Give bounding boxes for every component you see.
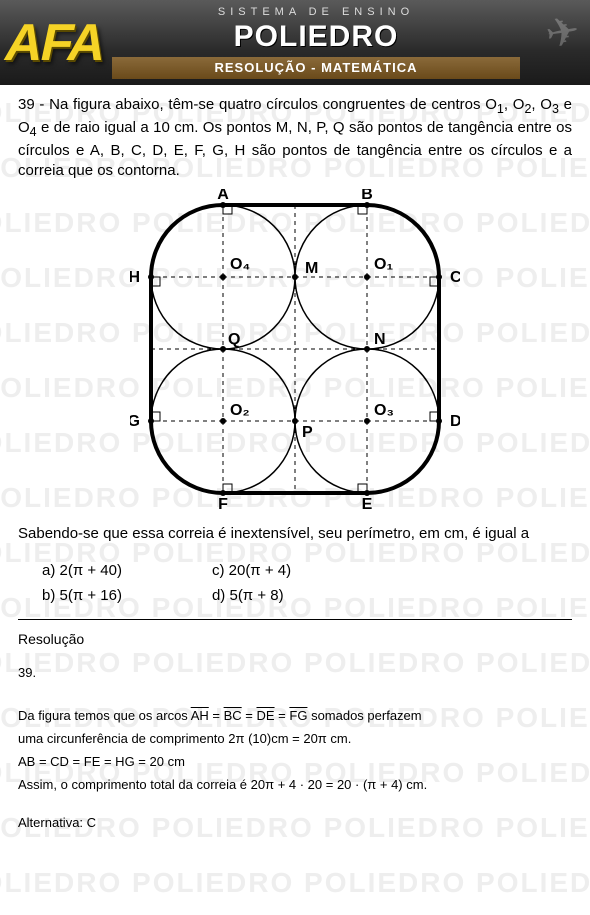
separator: [18, 619, 572, 620]
label-D: D: [450, 413, 460, 430]
resolution-title: Resolução: [18, 630, 572, 649]
label-C: C: [450, 269, 460, 286]
label-Q: Q: [228, 331, 240, 348]
label-N: N: [374, 331, 386, 348]
alt-a: a) 2(π + 40): [42, 558, 122, 584]
label-E: E: [362, 496, 373, 509]
label-P: P: [302, 424, 313, 441]
label-F: F: [218, 496, 228, 509]
content: 39 - Na figura abaixo, têm-se quatro cír…: [0, 85, 590, 834]
header-brand: POLIEDRO: [112, 19, 520, 55]
resolution-line3: AB = CD = FE = HG = 20 cm: [18, 752, 572, 773]
resolution-line1: Da figura temos que os arcos AH = BC = D…: [18, 706, 572, 727]
label-M: M: [305, 260, 318, 277]
resolution-body: 39. Da figura temos que os arcos AH = BC…: [18, 663, 572, 835]
page-header: AFA SISTEMA DE ENSINO POLIEDRO RESOLUÇÃO…: [0, 0, 590, 85]
resolution-line4: Assim, o comprimento total da correia é …: [18, 775, 572, 796]
question-number: 39 -: [18, 96, 44, 113]
label-O4: O₄: [230, 256, 250, 273]
alternatives: a) 2(π + 40) b) 5(π + 16) c) 20(π + 4) d…: [42, 558, 572, 609]
question-text: 39 - Na figura abaixo, têm-se quatro cír…: [18, 95, 572, 181]
resolution-qnum: 39.: [18, 663, 572, 684]
alt-c: c) 20(π + 4): [212, 558, 291, 584]
label-A: A: [217, 189, 229, 203]
alt-b: b) 5(π + 16): [42, 583, 122, 609]
resolution-line2: uma circunferência de comprimento 2π (10…: [18, 729, 572, 750]
header-line1: SISTEMA DE ENSINO: [112, 6, 520, 19]
header-center: SISTEMA DE ENSINO POLIEDRO RESOLUÇÃO - M…: [112, 6, 590, 79]
label-H: H: [130, 269, 140, 286]
resolution-answer: Alternativa: C: [18, 813, 572, 834]
label-B: B: [361, 189, 373, 203]
label-O2: O₂: [230, 402, 250, 419]
label-G: G: [130, 413, 140, 430]
brand-tag: AFA: [0, 13, 118, 73]
label-O3: O₃: [374, 402, 394, 419]
alt-d: d) 5(π + 8): [212, 583, 291, 609]
geometry-figure: A B C D E F G H M N P Q O₄ O₁ O₂ O₃: [18, 189, 572, 515]
label-O1: O₁: [374, 256, 393, 273]
question-after-figure: Sabendo-se que essa correia é inextensív…: [18, 524, 572, 544]
header-subline: RESOLUÇÃO - MATEMÁTICA: [112, 57, 520, 79]
